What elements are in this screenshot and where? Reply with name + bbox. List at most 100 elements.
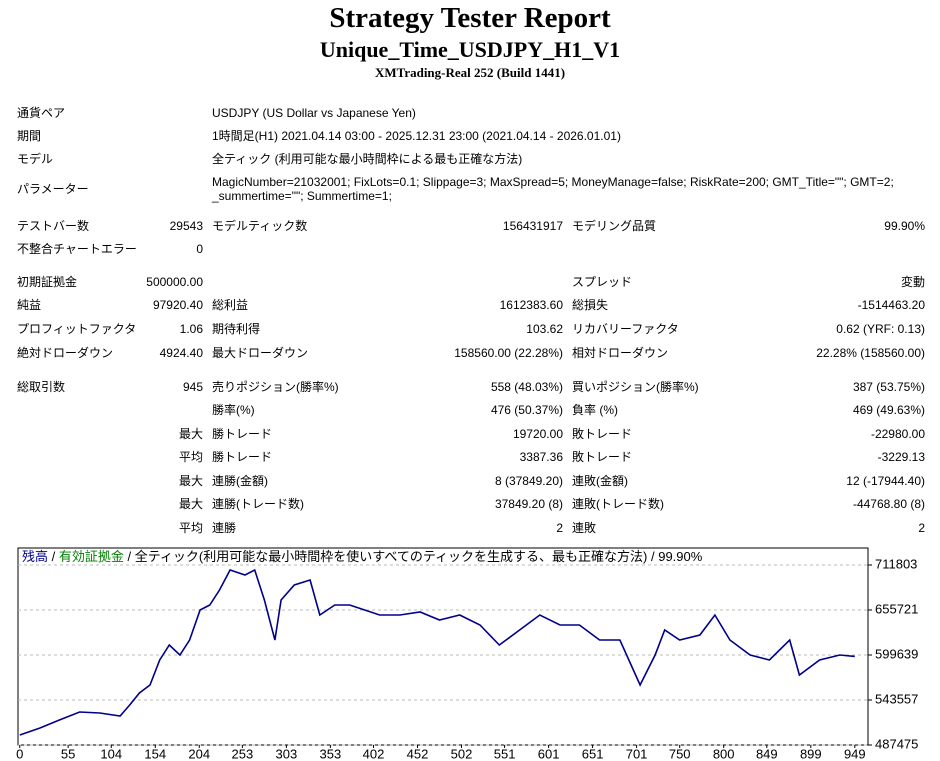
stat-value: 945 [182, 380, 203, 394]
y-tick-label: 599639 [875, 646, 918, 661]
info-value: MagicNumber=21032001; FixLots=0.1; Slipp… [212, 175, 894, 203]
stat-label: 総損失 [572, 298, 609, 312]
stat-label: 相対ドローダウン [572, 346, 669, 360]
stat-label: 不整合チャートエラー [17, 242, 137, 256]
stat-value: 1.06 [179, 322, 203, 336]
stat-label: 期待利得 [212, 322, 261, 336]
x-tick-label: 849 [756, 746, 778, 761]
legend-text: / 全ティック(利用可能な最小時間枠を使いすべてのティックを生成する、最も正確な… [124, 549, 703, 564]
stat-value: 500000.00 [146, 275, 203, 289]
stat-value: 0.62 (YRF: 0.13) [836, 322, 925, 336]
stat-value: 22.28% (158560.00) [816, 346, 925, 360]
stat-value: 平均 [178, 450, 203, 464]
stat-label: 敗トレード [572, 450, 633, 464]
legend-entry: 残高 [22, 549, 48, 564]
stat-value: -1514463.20 [857, 298, 925, 312]
stat-label: 総取引数 [17, 380, 66, 394]
info-value: USDJPY (US Dollar vs Japanese Yen) [212, 106, 416, 120]
stat-value: 最大 [178, 497, 203, 511]
stat-value: 19720.00 [512, 427, 563, 441]
stat-value: -22980.00 [870, 427, 925, 441]
stat-label: プロフィットファクタ [17, 322, 137, 336]
x-tick-label: 55 [61, 746, 75, 761]
stat-label: 連勝(トレード数) [212, 497, 304, 511]
stat-label: テストバー数 [17, 219, 90, 233]
stat-label: モデルティック数 [212, 219, 308, 233]
x-tick-label: 0 [16, 746, 23, 761]
stat-value: 平均 [178, 521, 203, 535]
info-label: モデル [17, 152, 54, 166]
stat-label: 初期証拠金 [17, 275, 78, 289]
y-tick-label: 543557 [875, 691, 918, 706]
stat-label: 売りポジション(勝率%) [212, 380, 339, 394]
x-tick-label: 154 [144, 746, 166, 761]
stat-value: 99.90% [884, 219, 925, 233]
x-tick-label: 949 [844, 746, 866, 761]
stat-value: 最大 [178, 474, 203, 488]
stat-value: 最大 [178, 427, 203, 441]
x-tick-label: 353 [320, 746, 342, 761]
stat-label: 勝率(%) [212, 403, 255, 417]
x-tick-label: 899 [800, 746, 822, 761]
stat-value: 156431917 [502, 219, 563, 233]
subtitle: Unique_Time_USDJPY_H1_V1 [319, 37, 621, 62]
chart: 487475 543557 599639 655721 711803 0 55 104 154 2… [16, 547, 918, 761]
stat-value: 0 [196, 242, 203, 256]
build: XMTrading-Real 252 (Build 1441) [374, 65, 566, 80]
stat-value: -44768.80 (8) [852, 497, 925, 511]
x-tick-label: 800 [713, 746, 735, 761]
stat-label: モデリング品質 [572, 219, 657, 233]
stat-label: 最大ドローダウン [212, 346, 309, 360]
stat-value: 37849.20 (8) [494, 497, 563, 511]
stat-value: 12 (-17944.40) [846, 474, 925, 488]
x-tick-label: 253 [232, 746, 254, 761]
legend-text: / [48, 549, 59, 564]
stat-label: 総利益 [212, 298, 249, 312]
stat-label: スプレッド [572, 275, 633, 289]
plot-frame [17, 547, 869, 746]
stat-label: 敗トレード [572, 427, 633, 441]
title: Strategy Tester Report [329, 2, 611, 34]
stat-value: 4924.40 [159, 346, 203, 360]
y-tick-label: 711803 [875, 556, 917, 571]
x-tick-label: 750 [669, 746, 691, 761]
stat-value: 8 (37849.20) [494, 474, 563, 488]
y-tick-label: 487475 [875, 736, 918, 751]
x-tick-label: 204 [188, 746, 210, 761]
stat-value: 2 [918, 521, 925, 535]
legend-text: 有効証拠金 [59, 549, 124, 564]
stat-value: -3229.13 [877, 450, 925, 464]
legend: 残高 / 有効証拠金 / 全ティック(利用可能な最小時間枠を使いすべてのティック… [22, 549, 703, 564]
stat-label: 負率 (%) [572, 403, 618, 417]
x-tick-label: 551 [494, 746, 516, 761]
y-tick-label: 655721 [875, 601, 918, 616]
stat-label: 連勝 [212, 521, 237, 535]
stat-value: 469 (49.63%) [852, 403, 925, 417]
stat-label: リカバリーファクタ [572, 322, 679, 336]
stat-value: 158560.00 (22.28%) [454, 346, 563, 360]
info-value: 1時間足(H1) 2021.04.14 03:00 - 2025.12.31 2… [212, 129, 621, 143]
stat-label: 連敗(金額) [572, 474, 628, 488]
x-tick-label: 502 [451, 746, 473, 761]
stat-label: 純益 [17, 298, 42, 312]
x-tick-label: 104 [100, 746, 122, 761]
info-label: 期間 [17, 129, 42, 143]
x-tick-label: 452 [407, 746, 429, 761]
stat-value: 558 (48.03%) [490, 380, 563, 394]
x-tick-label: 303 [276, 746, 298, 761]
stat-value: 変動 [900, 275, 925, 289]
stat-label: 連敗 [572, 521, 597, 535]
stat-label: 連勝(金額) [212, 474, 268, 488]
x-tick-label: 601 [538, 746, 560, 761]
stat-value: 103.62 [526, 322, 563, 336]
stat-value: 2 [556, 521, 563, 535]
stat-label: 勝トレード [212, 450, 273, 464]
stat-value: 3387.36 [519, 450, 563, 464]
stat-value: 1612383.60 [499, 298, 563, 312]
info-label: パラメーター [17, 182, 89, 196]
balance-line [19, 568, 855, 736]
stat-label: 絶対ドローダウン [17, 346, 114, 360]
info-value: 全ティック (利用可能な最小時間枠による最も正確な方法) [212, 152, 523, 166]
x-tick-label: 701 [626, 746, 648, 761]
